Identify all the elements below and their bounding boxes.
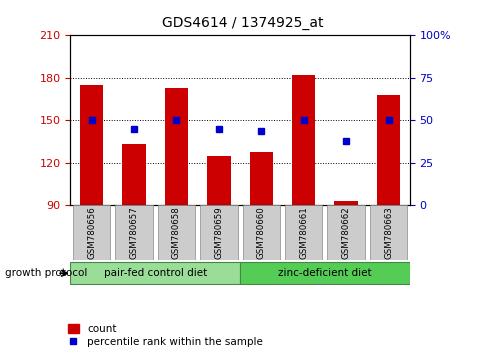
- Bar: [165, 88, 188, 205]
- Bar: [376, 95, 399, 205]
- Text: GSM780661: GSM780661: [299, 206, 308, 259]
- Bar: [327, 205, 364, 260]
- Bar: [240, 262, 409, 284]
- Text: GSM780657: GSM780657: [129, 206, 138, 259]
- Bar: [157, 205, 195, 260]
- Bar: [207, 156, 230, 205]
- Text: growth protocol: growth protocol: [5, 268, 87, 278]
- Bar: [122, 144, 145, 205]
- Text: GSM780658: GSM780658: [171, 206, 181, 259]
- Text: GSM780659: GSM780659: [214, 206, 223, 259]
- Text: GSM780656: GSM780656: [87, 206, 96, 259]
- Bar: [285, 205, 322, 260]
- Bar: [291, 75, 315, 205]
- Text: zinc-deficient diet: zinc-deficient diet: [277, 268, 371, 278]
- Bar: [369, 205, 407, 260]
- Bar: [80, 85, 103, 205]
- Text: GDS4614 / 1374925_at: GDS4614 / 1374925_at: [162, 16, 322, 30]
- Text: GSM780662: GSM780662: [341, 206, 350, 259]
- Bar: [249, 152, 272, 205]
- Legend: count, percentile rank within the sample: count, percentile rank within the sample: [68, 324, 262, 347]
- Bar: [200, 205, 237, 260]
- Bar: [70, 262, 240, 284]
- Text: pair-fed control diet: pair-fed control diet: [104, 268, 206, 278]
- Bar: [334, 201, 357, 205]
- Bar: [242, 205, 279, 260]
- Text: GSM780663: GSM780663: [383, 206, 393, 259]
- Bar: [115, 205, 152, 260]
- Text: GSM780660: GSM780660: [256, 206, 265, 259]
- Bar: [73, 205, 110, 260]
